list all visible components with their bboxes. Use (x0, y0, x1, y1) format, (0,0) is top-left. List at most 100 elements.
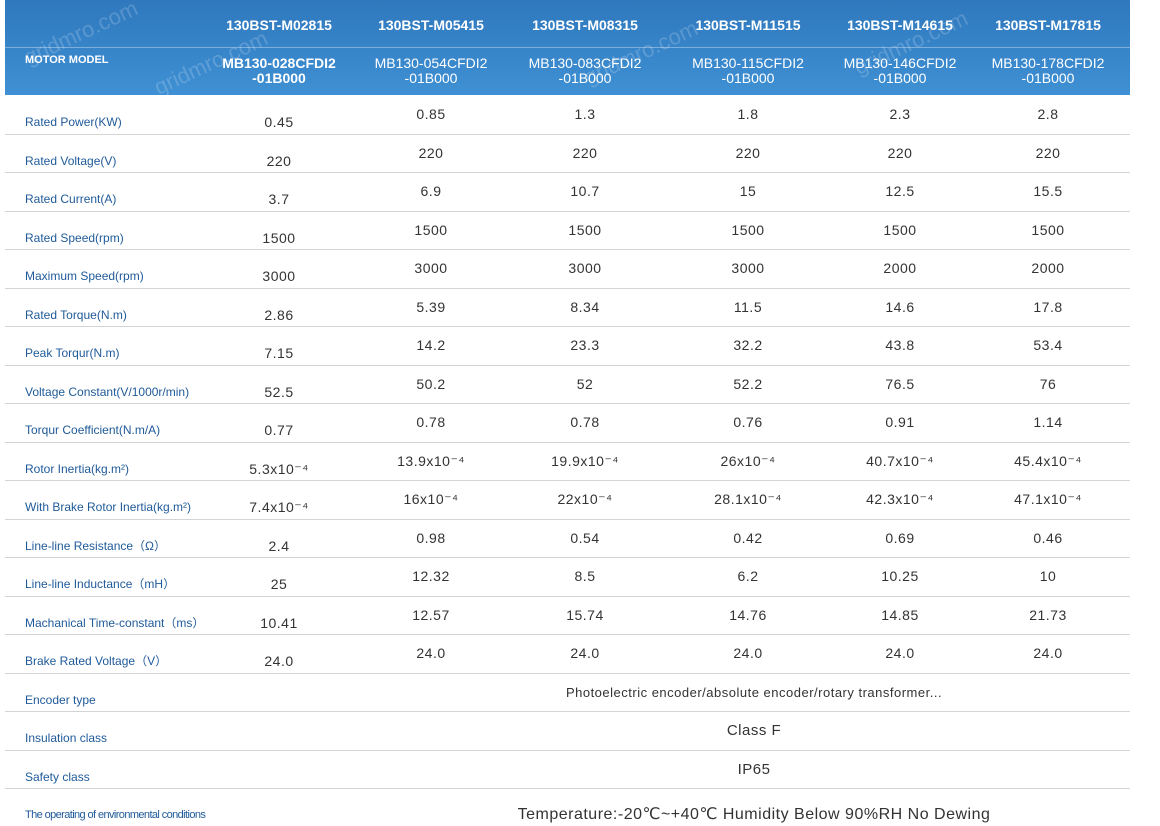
cell-value: 14.2 (416, 337, 446, 353)
row-divider (5, 249, 1130, 250)
cell-value: 10.25 (881, 568, 919, 584)
cell-value: 14.85 (881, 606, 919, 623)
cell-value: 42.3x10⁻⁴ (866, 491, 934, 507)
row-divider (5, 634, 1130, 635)
cell-value: 1500 (883, 221, 917, 238)
cell-value: 14.76 (729, 606, 767, 623)
cell-value: 1.14 (1033, 414, 1063, 430)
row-label: Line-line Resistance（Ω） (25, 538, 167, 553)
row-label: Encoder type (25, 692, 96, 707)
cell-value: 220 (735, 144, 761, 161)
cell-value: 10.7 (570, 183, 600, 199)
row-label: Brake Rated Voltage（V） (25, 654, 168, 668)
cell-value: 15.5 (1033, 183, 1063, 199)
row-divider (5, 480, 1130, 481)
row-label: Insulation class (25, 731, 108, 745)
model-name: 130BST-M14615 (847, 17, 953, 33)
cell-value: 0.76 (733, 414, 763, 430)
row-label: With Brake Rotor Inertia(kg.m²) (25, 500, 192, 514)
cell-value: 24.0 (416, 645, 446, 661)
cell-value: 6.9 (420, 183, 442, 199)
cell-value: 26x10⁻⁴ (720, 452, 776, 469)
cell-value: 1500 (568, 221, 602, 238)
cell-value: 11.5 (733, 298, 763, 315)
row-label: Maximum Speed(rpm) (25, 269, 144, 283)
cell-value: 52 (576, 375, 594, 392)
row-divider (5, 788, 1130, 789)
cell-value: 3000 (414, 260, 448, 276)
cell-value: 40.7x10⁻⁴ (866, 452, 934, 469)
cell-value: 0.42 (733, 529, 763, 546)
cell-value: 220 (418, 144, 444, 161)
row-divider (5, 441, 1130, 443)
cell-value: 45.4x10⁻⁴ (1014, 452, 1082, 469)
model-name: 130BST-M05415 (378, 17, 484, 33)
model-name: 130BST-M08315 (532, 17, 638, 33)
cell-value: 52.5 (264, 383, 294, 400)
row-label: Machanical Time-constant（ms） (25, 615, 205, 630)
model-code: MB130-028CFDI2 -01B000 (222, 55, 336, 86)
note-value: Photoelectric encoder/absolute encoder/r… (565, 684, 943, 700)
cell-value: 6.2 (737, 568, 759, 584)
row-divider (5, 364, 1130, 366)
cell-value: 24.0 (733, 645, 763, 661)
model-code: MB130-178CFDI2 -01B000 (991, 55, 1105, 86)
cell-value: 5.3x10⁻⁴ (249, 460, 309, 477)
cell-value: 0.85 (416, 106, 446, 122)
row-label: Rated Power(KW) (25, 115, 122, 129)
header-label: MOTOR MODEL (25, 54, 109, 66)
row-divider (5, 595, 1130, 597)
cell-value: 1500 (731, 221, 765, 238)
row-divider (5, 403, 1130, 404)
cell-value: 7.15 (264, 345, 294, 361)
cell-value: 47.1x10⁻⁴ (1014, 491, 1082, 507)
row-divider (5, 672, 1130, 674)
row-label: Voltage Constant(V/1000r/min) (25, 384, 190, 399)
note-value: Class F (726, 722, 782, 739)
cell-value: 0.91 (885, 414, 915, 430)
cell-value: 15 (739, 183, 757, 199)
row-divider (5, 172, 1130, 173)
cell-value: 8.5 (574, 568, 596, 584)
cell-value: 220 (887, 144, 913, 161)
cell-value: 28.1x10⁻⁴ (714, 491, 782, 507)
row-divider (5, 326, 1130, 327)
model-code: MB130-146CFDI2 -01B000 (843, 55, 957, 86)
cell-value: 0.46 (1033, 529, 1063, 546)
cell-value: 2.4 (268, 537, 290, 554)
cell-value: 22x10⁻⁴ (557, 491, 613, 507)
cell-value: 76.5 (885, 375, 915, 392)
header-divider (5, 47, 1130, 48)
cell-value: 2.86 (264, 306, 294, 323)
row-divider (5, 133, 1130, 135)
cell-value: 0.78 (570, 414, 600, 430)
cell-value: 53.4 (1033, 337, 1063, 353)
cell-value: 0.54 (570, 529, 600, 546)
cell-value: 2.8 (1037, 106, 1059, 122)
cell-value: 24.0 (570, 645, 600, 661)
cell-value: 7.4x10⁻⁴ (249, 499, 309, 515)
cell-value: 23.3 (570, 337, 600, 353)
row-label: Rotor Inertia(kg.m²) (25, 461, 130, 476)
cell-value: 3000 (568, 260, 602, 276)
cell-value: 3.7 (268, 191, 290, 207)
cell-value: 1500 (1031, 221, 1065, 238)
cell-value: 3000 (731, 260, 765, 276)
model-name: 130BST-M17815 (995, 17, 1101, 33)
cell-value: 24.0 (1033, 645, 1063, 661)
row-label: Safety class (25, 769, 90, 784)
cell-value: 76 (1039, 375, 1057, 392)
cell-value: 0.45 (264, 114, 294, 130)
cell-value: 3000 (262, 268, 296, 284)
cell-value: 1500 (414, 221, 448, 238)
cell-value: 1.8 (737, 106, 759, 122)
cell-value: 220 (572, 144, 598, 161)
row-label: Rated Current(A) (25, 192, 117, 206)
cell-value: 2000 (883, 260, 917, 276)
cell-value: 10.41 (260, 614, 298, 631)
row-label: Torqur Coefficient(N.m/A) (25, 423, 161, 437)
cell-value: 43.8 (885, 337, 915, 353)
row-divider (5, 518, 1130, 520)
row-label: Rated Voltage(V) (25, 153, 117, 168)
row-divider (5, 287, 1130, 289)
